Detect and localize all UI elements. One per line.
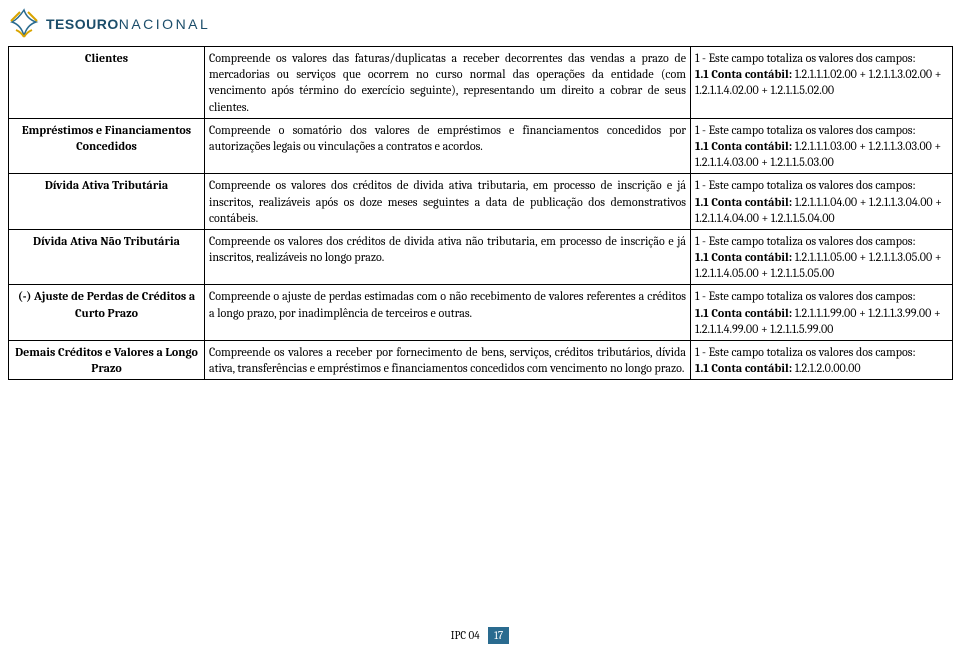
table-row: (-) Ajuste de Perdas de Créditos a Curto… bbox=[9, 285, 953, 341]
rule-bold: 1.1 Conta contábil: bbox=[695, 361, 792, 375]
footer-doc: IPC 04 bbox=[451, 629, 480, 642]
table-row: Clientes Compreende os valores das fatur… bbox=[9, 47, 953, 119]
table-row: Demais Créditos e Valores a Longo Prazo … bbox=[9, 341, 953, 380]
footer: IPC 04 17 bbox=[0, 627, 960, 644]
page-number-badge: 17 bbox=[488, 627, 509, 644]
accounts-table: Clientes Compreende os valores das fatur… bbox=[8, 46, 953, 380]
rule-rest: 1.2.1.2.0.00.00 bbox=[792, 361, 861, 375]
rule-prefix: 1 - Este campo totaliza os valores dos c… bbox=[695, 123, 916, 137]
rule-prefix: 1 - Este campo totaliza os valores dos c… bbox=[695, 178, 916, 192]
row-rule: 1 - Este campo totaliza os valores dos c… bbox=[691, 118, 953, 174]
table-row: Dívida Ativa Tributária Compreende os va… bbox=[9, 174, 953, 230]
row-desc: Compreende os valores das faturas/duplic… bbox=[205, 47, 691, 119]
rule-prefix: 1 - Este campo totaliza os valores dos c… bbox=[695, 234, 916, 248]
rule-prefix: 1 - Este campo totaliza os valores dos c… bbox=[695, 51, 916, 65]
row-desc: Compreende o ajuste de perdas estimadas … bbox=[205, 285, 691, 341]
row-label: Empréstimos e Financiamentos Concedidos bbox=[9, 118, 205, 174]
row-label: Dívida Ativa Não Tributária bbox=[9, 229, 205, 285]
row-desc: Compreende os valores dos créditos de di… bbox=[205, 229, 691, 285]
logo-text-light: NACIONAL bbox=[119, 16, 211, 32]
row-label: (-) Ajuste de Perdas de Créditos a Curto… bbox=[9, 285, 205, 341]
rule-bold: 1.1 Conta contábil: bbox=[695, 306, 792, 320]
logo-mark bbox=[6, 6, 42, 42]
row-rule: 1 - Este campo totaliza os valores dos c… bbox=[691, 229, 953, 285]
rule-bold: 1.1 Conta contábil: bbox=[695, 195, 792, 209]
table-row: Dívida Ativa Não Tributária Compreende o… bbox=[9, 229, 953, 285]
logo: TESOURO NACIONAL bbox=[6, 6, 210, 42]
row-desc: Compreende os valores dos créditos de di… bbox=[205, 174, 691, 230]
row-label: Clientes bbox=[9, 47, 205, 119]
rule-prefix: 1 - Este campo totaliza os valores dos c… bbox=[695, 345, 916, 359]
logo-text: TESOURO NACIONAL bbox=[46, 16, 210, 32]
row-rule: 1 - Este campo totaliza os valores dos c… bbox=[691, 47, 953, 119]
table-row: Empréstimos e Financiamentos Concedidos … bbox=[9, 118, 953, 174]
rule-bold: 1.1 Conta contábil: bbox=[695, 250, 792, 264]
rule-prefix: 1 - Este campo totaliza os valores dos c… bbox=[695, 289, 916, 303]
rule-bold: 1.1 Conta contábil: bbox=[695, 67, 792, 81]
row-label: Dívida Ativa Tributária bbox=[9, 174, 205, 230]
row-label: Demais Créditos e Valores a Longo Prazo bbox=[9, 341, 205, 380]
rule-bold: 1.1 Conta contábil: bbox=[695, 139, 792, 153]
row-rule: 1 - Este campo totaliza os valores dos c… bbox=[691, 341, 953, 380]
row-rule: 1 - Este campo totaliza os valores dos c… bbox=[691, 285, 953, 341]
row-desc: Compreende os valores a receber por forn… bbox=[205, 341, 691, 380]
row-rule: 1 - Este campo totaliza os valores dos c… bbox=[691, 174, 953, 230]
row-desc: Compreende o somatório dos valores de em… bbox=[205, 118, 691, 174]
logo-text-bold: TESOURO bbox=[46, 16, 119, 32]
